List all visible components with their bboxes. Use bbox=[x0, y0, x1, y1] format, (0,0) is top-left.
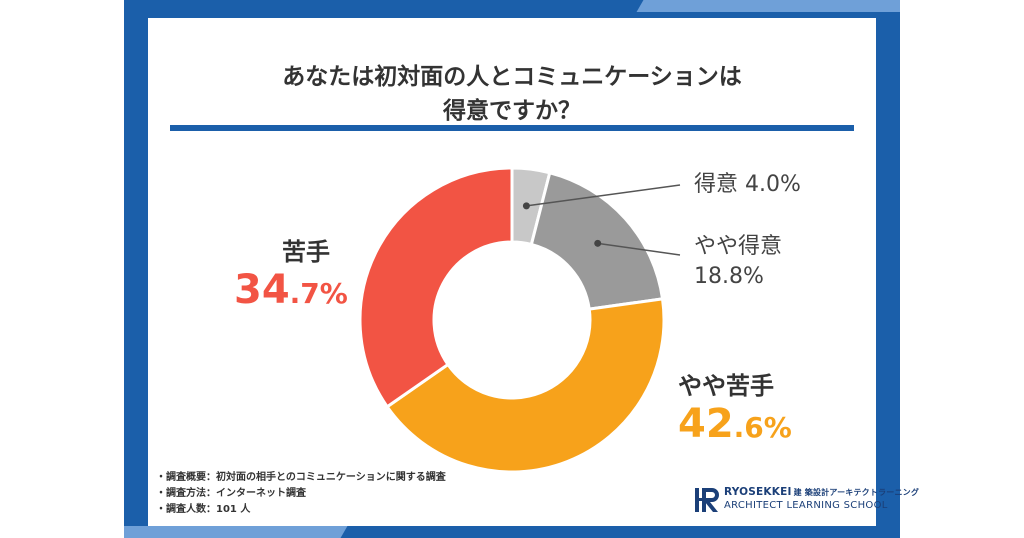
donut-chart bbox=[358, 166, 681, 474]
leader-yaya-tokui bbox=[597, 242, 681, 256]
survey-notes: ・調査概要：初対面の相手とのコミュニケーションに関する調査 ・調査方法：インター… bbox=[156, 470, 446, 518]
label-nigate-pct: 34.7% bbox=[234, 268, 348, 316]
label-yaya-tokui: やや得意 18.8% bbox=[694, 232, 782, 292]
leader-tokui bbox=[526, 184, 681, 207]
logo-line1: RYOSEKKEI 建 築設計アーキテクトラーニング bbox=[724, 486, 919, 498]
leader-tokui-dot bbox=[522, 202, 530, 210]
frame-accent-bottom bbox=[124, 526, 348, 538]
slice-nigate bbox=[358, 166, 514, 409]
logo-mark-icon bbox=[695, 488, 719, 512]
note-count: ・調査人数：101 人 bbox=[156, 504, 251, 515]
label-yaya-tokui-name: やや得意 bbox=[694, 234, 783, 259]
label-yaya-nigate-pct-dec: .6% bbox=[733, 411, 792, 444]
label-tokui-name: 得意 bbox=[694, 172, 739, 197]
chart-card: あなたは初対面の人とコミュニケーションは 得意ですか？ 得意 4.0% やや得意… bbox=[148, 18, 919, 526]
logo-line1-jp: 建 築設計アーキテクトラーニング bbox=[793, 488, 920, 497]
label-nigate: 苦手 34.7% bbox=[234, 236, 348, 316]
label-tokui: 得意 4.0% bbox=[694, 170, 801, 200]
label-yaya-nigate: やや苦手 42.6% bbox=[678, 370, 792, 450]
leader-yaya-tokui-dot bbox=[594, 239, 602, 247]
logo-line2: ARCHITECT LEARNING SCHOOL bbox=[724, 500, 888, 511]
chart-title-line1: あなたは初対面の人とコミュニケーションは bbox=[282, 64, 742, 90]
label-nigate-pct-dec: .7% bbox=[289, 277, 348, 310]
label-nigate-name: 苦手 bbox=[282, 238, 330, 266]
slice-yaya-nigate bbox=[385, 297, 666, 474]
note-method: ・調査方法：インターネット調査 bbox=[156, 488, 306, 499]
label-yaya-nigate-pct: 42.6% bbox=[678, 402, 792, 450]
chart-title-line2: 得意ですか？ bbox=[443, 98, 581, 124]
note-summary: ・調査概要：初対面の相手とのコミュニケーションに関する調査 bbox=[156, 472, 446, 483]
chart-title: あなたは初対面の人とコミュニケーションは 得意ですか？ bbox=[148, 60, 876, 128]
label-tokui-pct: 4.0% bbox=[745, 172, 801, 197]
title-underline bbox=[170, 125, 854, 131]
label-yaya-nigate-pct-int: 42 bbox=[678, 401, 734, 447]
school-logo: RYOSEKKEI 建 築設計アーキテクトラーニング ARCHITECT LEAR… bbox=[694, 484, 919, 516]
logo-line1-en: RYOSEKKEI bbox=[724, 486, 792, 498]
label-nigate-pct-int: 34 bbox=[234, 267, 290, 313]
frame-accent-top bbox=[636, 0, 900, 12]
label-yaya-nigate-name: やや苦手 bbox=[678, 372, 774, 400]
label-yaya-tokui-pct: 18.8% bbox=[694, 264, 764, 289]
